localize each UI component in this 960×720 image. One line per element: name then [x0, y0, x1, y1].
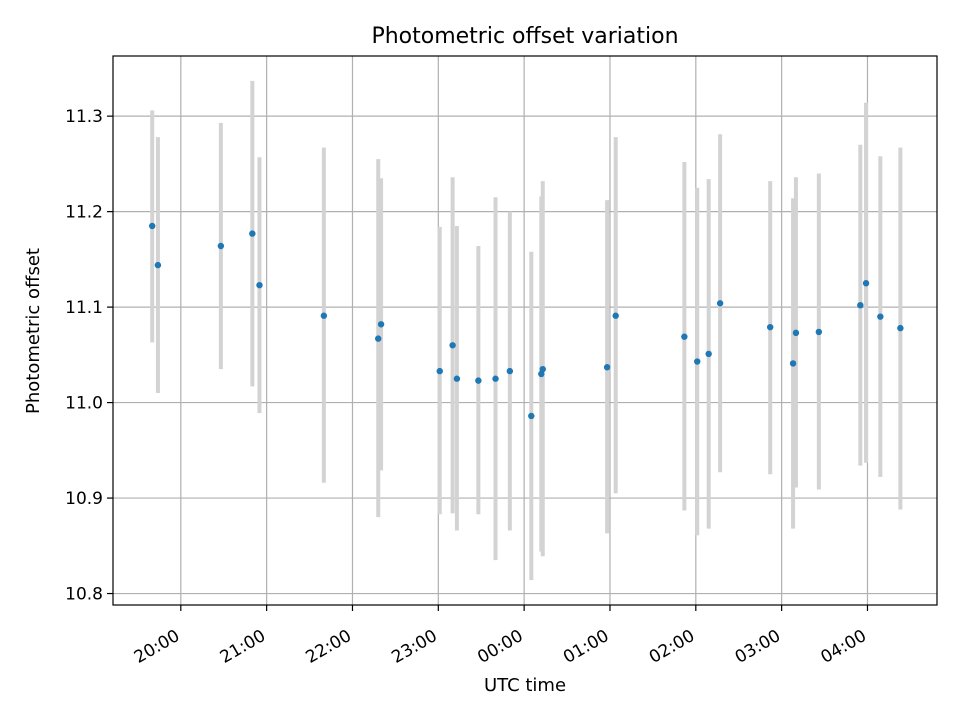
data-point	[857, 301, 864, 309]
data-point	[449, 342, 456, 349]
data-point	[612, 312, 619, 319]
data-point	[148, 222, 156, 230]
data-point	[862, 280, 870, 287]
data-point	[539, 365, 546, 373]
y-axis-label: Photometric offset	[23, 248, 44, 414]
data-point	[792, 329, 800, 337]
data-point	[506, 367, 514, 375]
data-point	[217, 242, 225, 250]
data-point	[815, 328, 823, 336]
data-point	[528, 412, 535, 420]
data-point	[436, 367, 443, 375]
data-point	[716, 300, 724, 307]
y-tick-label: 11.0	[65, 394, 103, 414]
data-point	[705, 350, 712, 358]
data-point	[256, 281, 263, 289]
y-tick-label: 11.2	[65, 203, 103, 223]
plot-area-frame	[112, 55, 938, 606]
data-point	[694, 358, 701, 365]
data-point	[603, 364, 611, 371]
x-axis-label: UTC time	[484, 675, 566, 696]
chart-title: Photometric offset variation	[371, 24, 678, 49]
data-point	[453, 375, 461, 382]
y-tick-label: 10.9	[65, 489, 103, 509]
data-point	[249, 230, 256, 237]
data-point	[681, 333, 688, 340]
data-point	[320, 312, 328, 319]
y-tick-label: 11.3	[65, 107, 103, 127]
y-tick-label: 10.8	[65, 585, 103, 605]
data-point	[897, 324, 904, 332]
data-point	[475, 377, 482, 384]
y-tick-label: 11.1	[65, 298, 103, 318]
data-point	[766, 323, 774, 331]
data-point	[377, 321, 385, 328]
data-point	[375, 335, 382, 342]
data-point	[154, 261, 162, 269]
data-point	[492, 375, 499, 382]
data-points	[148, 222, 904, 420]
data-point	[789, 360, 797, 367]
data-point	[877, 313, 884, 320]
